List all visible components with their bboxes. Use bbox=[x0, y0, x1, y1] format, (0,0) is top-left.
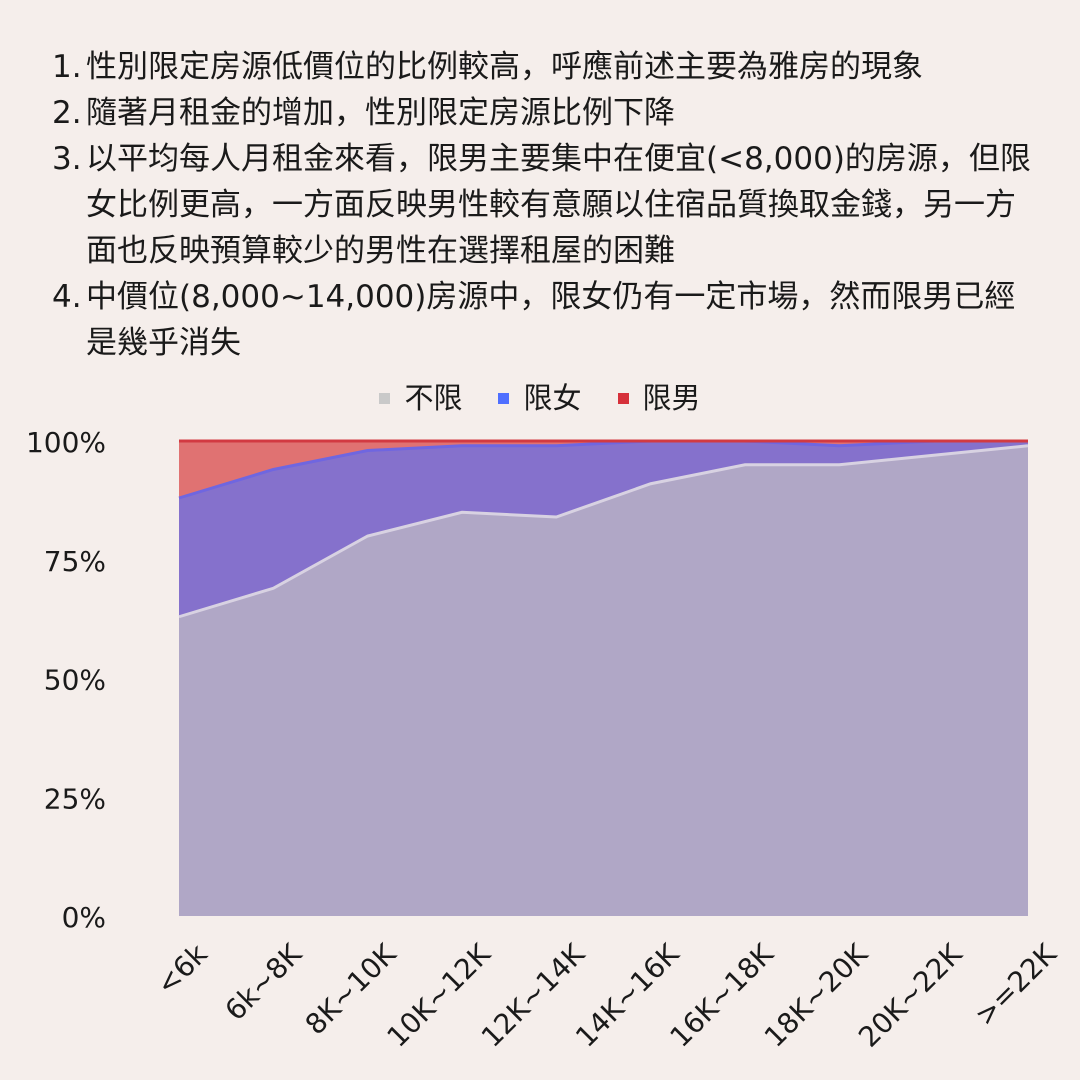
note-item: 1. 性別限定房源低價位的比例較高，呼應前述主要為雅房的現象 bbox=[52, 44, 1042, 90]
note-number: 2. bbox=[52, 95, 82, 131]
area-unrestricted bbox=[179, 445, 1028, 916]
y-tick-label: 100% bbox=[26, 426, 106, 459]
legend-swatch bbox=[498, 392, 510, 404]
chart-legend: 不限 限女 限男 bbox=[0, 378, 1080, 418]
note-text: 性別限定房源低價位的比例較高，呼應前述主要為雅房的現象 bbox=[86, 49, 923, 85]
note-number: 1. bbox=[52, 49, 82, 85]
notes-list: 1. 性別限定房源低價位的比例較高，呼應前述主要為雅房的現象 2. 隨著月租金的增加，… bbox=[52, 44, 1042, 366]
x-tick-label: <6k bbox=[150, 937, 215, 1002]
note-item: 3. 以平均每人月租金來看，限男主要集中在便宜(<8,000)的房源，但限女比例更… bbox=[52, 136, 1042, 274]
x-tick-label: 6k~8K bbox=[219, 937, 309, 1027]
legend-item: 限男 bbox=[617, 378, 701, 418]
legend-item: 限女 bbox=[498, 378, 582, 418]
legend-label: 限女 bbox=[523, 381, 582, 415]
note-item: 4. 中價位(8,000~14,000)房源中，限女仍有一定市場，然而限男已經是幾… bbox=[52, 274, 1042, 366]
note-text: 中價位(8,000~14,000)房源中，限女仍有一定市場，然而限男已經是幾乎消… bbox=[86, 279, 1016, 361]
legend-item: 不限 bbox=[379, 378, 462, 418]
note-item: 2. 隨著月租金的增加，性別限定房源比例下降 bbox=[52, 90, 1042, 136]
legend-swatch bbox=[379, 392, 391, 404]
legend-swatch bbox=[617, 392, 629, 404]
note-text: 隨著月租金的增加，性別限定房源比例下降 bbox=[86, 95, 675, 131]
y-tick-label: 0% bbox=[62, 901, 106, 934]
note-number: 4. bbox=[52, 279, 82, 315]
area-male-only bbox=[179, 441, 1028, 498]
legend-label: 不限 bbox=[404, 381, 463, 415]
y-tick-label: 50% bbox=[44, 664, 106, 697]
x-tick-label: 20K~22K bbox=[852, 937, 969, 1054]
legend-label: 限男 bbox=[642, 381, 701, 415]
note-number: 3. bbox=[52, 141, 82, 177]
series-line bbox=[178, 439, 1028, 500]
y-tick-label: 25% bbox=[44, 782, 106, 815]
x-tick-label: >=22K bbox=[968, 937, 1063, 1032]
y-tick-label: 75% bbox=[44, 545, 106, 578]
area-female-only bbox=[179, 441, 1028, 617]
note-text: 以平均每人月租金來看，限男主要集中在便宜(<8,000)的房源，但限女比例更高，… bbox=[86, 141, 1031, 269]
series-line bbox=[178, 444, 1029, 619]
